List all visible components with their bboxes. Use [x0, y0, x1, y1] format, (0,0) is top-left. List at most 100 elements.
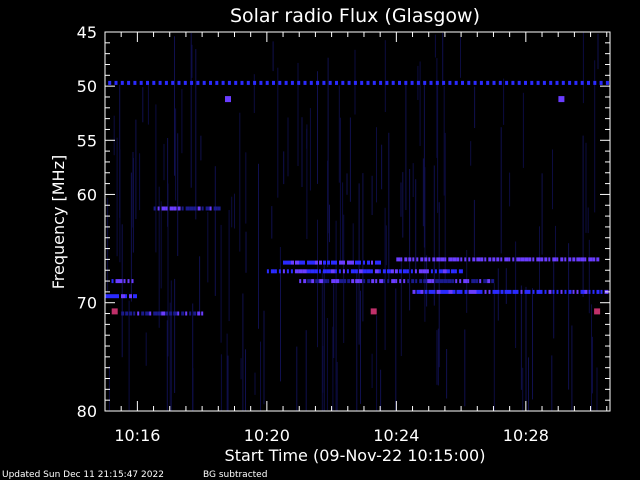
noise-streak	[170, 280, 172, 411]
dotted-band-segment	[442, 80, 446, 85]
noise-streak	[552, 149, 553, 210]
plot-frame	[104, 31, 611, 412]
dotted-band-segment	[479, 80, 483, 85]
dotted-band-segment	[133, 80, 137, 85]
emission-band-segment	[291, 260, 294, 265]
dotted-band-segment	[177, 80, 181, 85]
dotted-band-segment	[517, 80, 521, 85]
dotted-band-segment	[360, 80, 364, 85]
dotted-band-segment	[498, 80, 502, 85]
dotted-band-segment	[530, 80, 534, 85]
noise-streak	[384, 40, 386, 113]
emission-band-segment	[414, 269, 417, 274]
emission-band-segment	[127, 279, 130, 284]
noise-streak	[346, 173, 348, 195]
emission-band-segment	[169, 206, 174, 211]
emission-band-segment	[347, 260, 351, 265]
noise-streak	[395, 288, 397, 411]
noise-streak	[317, 71, 318, 184]
noise-streak	[412, 163, 414, 197]
emission-band-segment	[189, 206, 194, 211]
emission-band-segment	[596, 289, 600, 294]
emission-band-segment	[420, 289, 424, 294]
dotted-band-segment	[448, 80, 452, 85]
emission-band-segment	[347, 279, 351, 284]
emission-band-segment	[479, 279, 482, 284]
emission-band-segment	[444, 257, 447, 262]
emission-band-segment	[346, 269, 349, 274]
noise-streak	[321, 271, 323, 411]
emission-band-segment	[270, 269, 275, 274]
emission-band-segment	[592, 257, 596, 262]
noise-streak	[283, 151, 285, 185]
emission-band-segment	[524, 257, 529, 262]
emission-band-segment	[420, 257, 424, 262]
noise-streak	[332, 326, 334, 411]
noise-streak	[296, 346, 298, 411]
noise-streak	[195, 49, 197, 220]
emission-spot	[111, 308, 118, 315]
emission-band-segment	[460, 289, 463, 294]
emission-band-segment	[282, 269, 285, 274]
emission-band-segment	[351, 260, 354, 265]
dotted-band-segment	[120, 80, 124, 85]
dotted-band-segment	[335, 80, 338, 85]
emission-band-segment	[512, 289, 517, 294]
noise-streak	[520, 285, 522, 390]
emission-band-segment	[548, 289, 552, 294]
emission-band-segment	[157, 206, 160, 211]
y-axis: 45 50 55 60 70 80	[77, 23, 610, 421]
noise-streak	[327, 57, 329, 234]
emission-band-segment	[375, 279, 378, 284]
noise-streak	[473, 199, 475, 257]
noise-streak	[280, 272, 281, 382]
emission-band-segment	[415, 279, 418, 284]
emission-band-segment	[475, 279, 479, 284]
noise-streak	[287, 117, 289, 177]
noise-streak	[258, 163, 259, 329]
emission-band-segment	[111, 279, 114, 284]
emission-band-segment	[295, 260, 299, 265]
noise-streak	[231, 196, 233, 228]
dotted-band-segment	[127, 80, 131, 85]
emission-band-segment	[500, 257, 503, 262]
noise-streak	[181, 89, 183, 154]
emission-band-segment	[109, 294, 113, 299]
dotted-band-segment	[379, 80, 383, 85]
emission-band-segment	[149, 311, 152, 316]
emission-band-segment	[334, 269, 337, 274]
emission-band-segment	[403, 279, 406, 284]
emission-band-segment	[398, 269, 402, 274]
emission-band-segment	[177, 311, 180, 316]
emission-band-segment	[119, 279, 123, 284]
noise-streak	[309, 108, 311, 191]
emission-band-segment	[459, 279, 462, 284]
emission-band-segment	[422, 269, 427, 274]
emission-band-segment	[173, 206, 177, 211]
y-tick-label: 60	[77, 185, 97, 204]
noise-streak	[525, 286, 527, 411]
emission-band-segment	[298, 269, 303, 274]
emission-band-segment	[363, 260, 365, 265]
noise-streak	[326, 318, 328, 411]
emission-band-segment	[306, 269, 311, 274]
emission-band-segment	[400, 257, 403, 262]
emission-band-segment	[496, 257, 500, 262]
emission-band-segment	[209, 206, 212, 211]
emission-band-segment	[379, 260, 381, 265]
noise-streak	[497, 268, 499, 321]
dotted-band-segment	[593, 80, 597, 85]
emission-band-segment	[452, 257, 457, 262]
emission-band-segment	[576, 289, 579, 294]
emission-band-segment	[335, 260, 337, 265]
emission-band-segment	[471, 279, 476, 284]
emission-band-segment	[327, 279, 330, 284]
noise-streak	[591, 304, 592, 411]
emission-band-segment	[528, 289, 531, 294]
noise-streak	[503, 78, 505, 125]
emission-band-segment	[584, 257, 587, 262]
dotted-band-segment	[366, 80, 370, 85]
emission-band-segment	[343, 260, 345, 265]
dotted-band-segment	[391, 80, 395, 85]
emission-band-segment	[442, 269, 447, 274]
